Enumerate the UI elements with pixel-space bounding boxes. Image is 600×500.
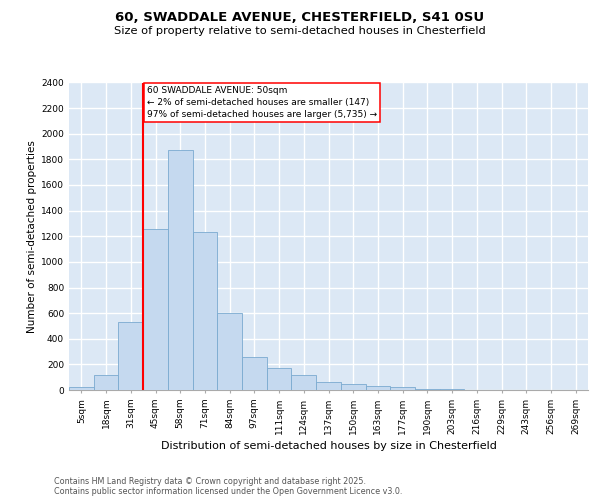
Bar — [217, 313, 242, 390]
Bar — [69, 387, 94, 390]
Bar — [365, 386, 390, 390]
Text: 60 SWADDALE AVENUE: 50sqm
← 2% of semi-detached houses are smaller (147)
97% of : 60 SWADDALE AVENUE: 50sqm ← 2% of semi-d… — [147, 86, 377, 119]
Bar — [168, 150, 193, 390]
Text: Size of property relative to semi-detached houses in Chesterfield: Size of property relative to semi-detach… — [114, 26, 486, 36]
Bar — [390, 388, 415, 390]
Bar — [316, 382, 341, 390]
Bar — [341, 384, 365, 390]
Bar — [415, 388, 440, 390]
Bar — [242, 356, 267, 390]
Bar — [118, 322, 143, 390]
Bar — [267, 368, 292, 390]
X-axis label: Distribution of semi-detached houses by size in Chesterfield: Distribution of semi-detached houses by … — [161, 441, 496, 451]
Text: 60, SWADDALE AVENUE, CHESTERFIELD, S41 0SU: 60, SWADDALE AVENUE, CHESTERFIELD, S41 0… — [115, 11, 485, 24]
Text: Contains HM Land Registry data © Crown copyright and database right 2025.
Contai: Contains HM Land Registry data © Crown c… — [54, 476, 403, 496]
Bar — [143, 228, 168, 390]
Bar — [292, 376, 316, 390]
Bar — [94, 374, 118, 390]
Y-axis label: Number of semi-detached properties: Number of semi-detached properties — [27, 140, 37, 332]
Bar — [193, 232, 217, 390]
